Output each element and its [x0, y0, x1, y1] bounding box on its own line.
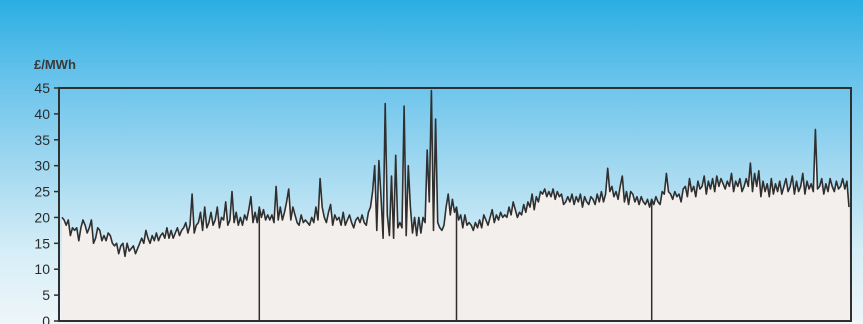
y-tick-label: 40	[34, 106, 50, 122]
y-axis-unit-label: £/MWh	[34, 57, 76, 72]
y-tick-label: 30	[34, 158, 50, 174]
segment-dividers	[258, 199, 653, 321]
y-axis-ticks: 0 5 10 15 20 25 30 35 40 45	[34, 80, 59, 324]
y-tick-label: 15	[34, 235, 50, 251]
y-tick-label: 10	[34, 261, 50, 277]
series-line	[61, 89, 850, 258]
y-tick-label: 35	[34, 132, 50, 148]
plot-area-border	[58, 87, 852, 322]
y-tick-label: 25	[34, 184, 50, 200]
series-area-fill	[62, 90, 849, 321]
y-tick-label: 20	[34, 209, 50, 225]
y-tick-label: 0	[42, 313, 50, 324]
y-tick-label: 45	[34, 80, 50, 96]
y-tick-label: 5	[42, 287, 50, 303]
